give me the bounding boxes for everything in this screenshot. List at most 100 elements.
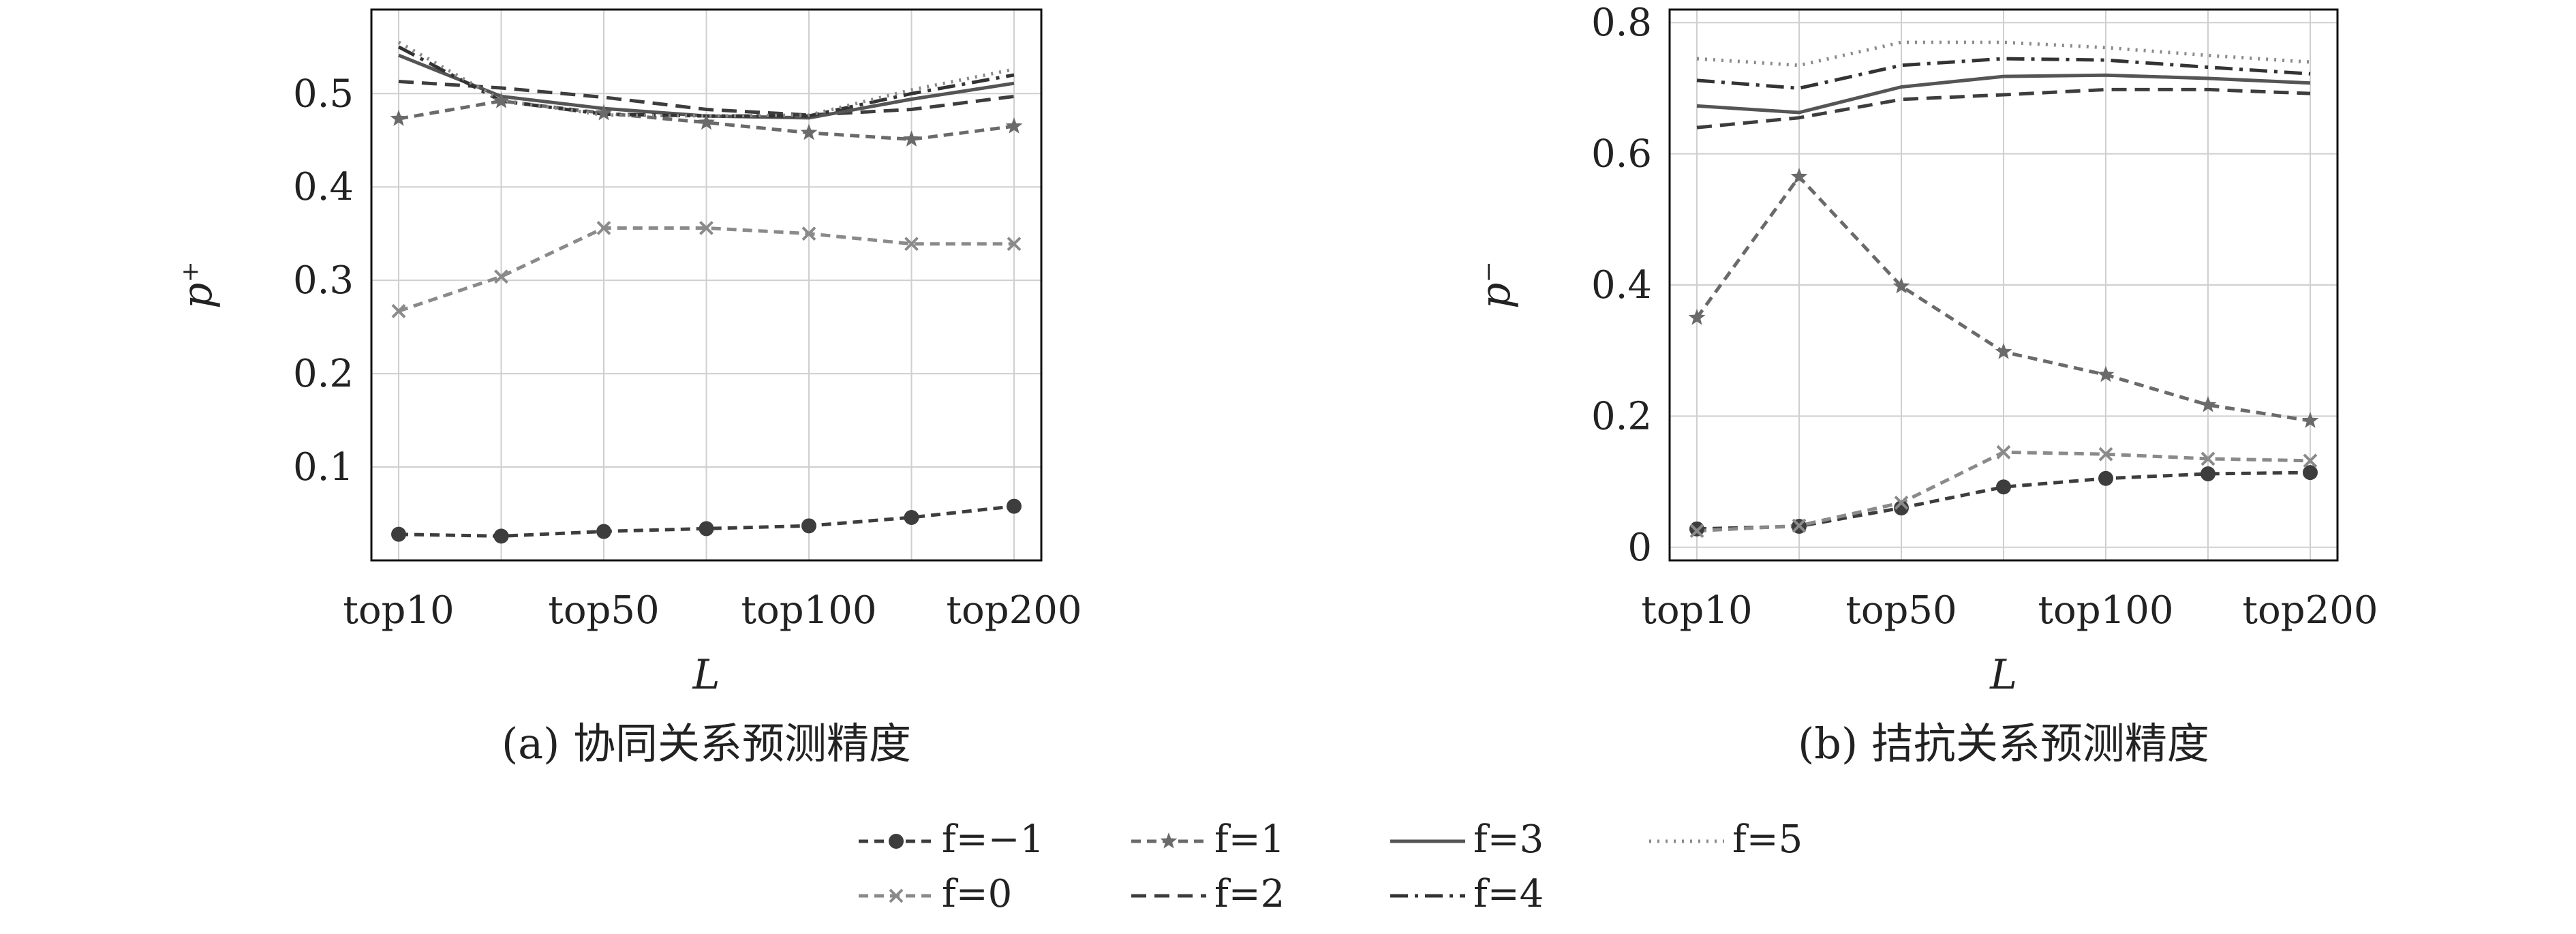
y-axis-label-b: p⁻ xyxy=(1472,261,1520,309)
data-point-f1 xyxy=(903,130,920,147)
data-point-f0 xyxy=(904,237,919,252)
legend-item-f1: f=1 xyxy=(1131,817,1285,862)
data-point-fneg1 xyxy=(801,518,816,534)
data-point-f0 xyxy=(1894,495,1909,510)
series-line-f5 xyxy=(397,40,1015,118)
legend-item-f2: f=2 xyxy=(1131,872,1285,916)
series-markers-a xyxy=(390,92,1023,544)
y-tick-label: 0.8 xyxy=(1591,1,1652,45)
y-tick-labels-a: 0.1 0.2 0.3 0.4 0.5 xyxy=(293,72,354,489)
data-point-f1 xyxy=(595,104,613,121)
legend-marker xyxy=(1160,832,1178,849)
data-point-f1 xyxy=(1688,309,1706,325)
data-point-f1 xyxy=(2097,365,2115,382)
legend-item-f0: f=0 xyxy=(859,872,1012,916)
x-tick-label: top10 xyxy=(343,588,454,633)
grid-a xyxy=(371,10,1041,560)
x-tick-labels-a: top10 top50 top100 top200 xyxy=(343,588,1082,633)
y-tick-label: 0.4 xyxy=(1591,263,1652,307)
data-point-f1 xyxy=(2301,412,2319,428)
legend-item-f3: f=3 xyxy=(1390,817,1544,862)
data-point-fneg1 xyxy=(1894,500,1909,516)
y-tick-label: 0.3 xyxy=(293,258,354,303)
legend-item-fneg1: f=−1 xyxy=(859,817,1044,862)
legend-label: f=1 xyxy=(1214,817,1285,862)
series-line-f3 xyxy=(1696,73,2311,115)
chart-panel-b: 0 0.2 0.4 0.6 0.8 top10 top50 top100 top200 L p… xyxy=(1472,1,2378,768)
y-tick-label: 0.4 xyxy=(293,165,354,209)
x-tick-labels-b: top10 top50 top100 top200 xyxy=(1641,588,2378,633)
data-point-f0 xyxy=(801,226,816,241)
data-point-f0 xyxy=(1689,524,1704,539)
data-point-f1 xyxy=(2199,396,2217,412)
legend-label: f=3 xyxy=(1473,817,1544,862)
x-tick-label: top50 xyxy=(548,588,659,633)
legend-marker xyxy=(889,888,904,903)
data-point-f0 xyxy=(494,269,508,284)
data-point-fneg1 xyxy=(2098,470,2113,486)
data-point-f0 xyxy=(1007,237,1022,252)
data-point-fneg1 xyxy=(1007,498,1022,514)
legend-label: f=4 xyxy=(1473,872,1544,916)
x-tick-label: top10 xyxy=(1641,588,1752,633)
x-tick-label: top200 xyxy=(2243,588,2378,633)
data-point-fneg1 xyxy=(493,528,509,544)
legend-label: f=−1 xyxy=(942,817,1044,862)
data-point-f0 xyxy=(2098,447,2113,462)
legend-label: f=5 xyxy=(1732,817,1803,862)
data-point-f0 xyxy=(2303,453,2318,468)
chart-panel-a: 0.1 0.2 0.3 0.4 0.5 top10 top50 top100 top200 L… xyxy=(174,8,1082,768)
y-tick-label: 0.6 xyxy=(1591,132,1652,177)
x-tick-label: top100 xyxy=(2038,588,2174,633)
data-point-fneg1 xyxy=(391,526,406,542)
data-point-fneg1 xyxy=(1689,521,1704,537)
data-point-fneg1 xyxy=(596,524,611,539)
series-line-f2 xyxy=(1696,87,2311,130)
data-point-fneg1 xyxy=(904,510,919,526)
data-point-f0 xyxy=(2201,451,2215,466)
data-point-f1 xyxy=(1892,277,1910,294)
caption-b: (b) 拮抗关系预测精度 xyxy=(1798,719,2209,768)
x-tick-label: top200 xyxy=(947,588,1082,633)
data-point-fneg1 xyxy=(1996,479,2011,495)
legend-label: f=2 xyxy=(1214,872,1285,916)
legend-label: f=0 xyxy=(942,872,1012,916)
legend-item-f5: f=5 xyxy=(1649,817,1803,862)
legend-marker xyxy=(889,834,904,849)
series-markers-b xyxy=(1688,168,2319,539)
data-point-f0 xyxy=(596,221,611,235)
data-point-fneg1 xyxy=(2201,466,2215,482)
data-point-f1 xyxy=(390,110,408,126)
legend-item-f4: f=4 xyxy=(1390,872,1544,916)
y-tick-label: 0.2 xyxy=(1591,394,1652,438)
y-tick-label: 0 xyxy=(1627,526,1652,570)
series-line-f4 xyxy=(1696,57,2311,90)
data-point-f1 xyxy=(1790,168,1808,184)
y-tick-label: 0.2 xyxy=(293,352,354,396)
caption-a: (a) 协同关系预测精度 xyxy=(502,719,911,768)
data-point-f1 xyxy=(493,92,510,108)
data-point-fneg1 xyxy=(2303,465,2318,481)
data-point-f0 xyxy=(699,221,714,235)
plot-frame-b xyxy=(1668,8,2339,562)
y-tick-label: 0.1 xyxy=(293,445,354,489)
data-point-f1 xyxy=(698,113,715,130)
data-point-f1 xyxy=(1005,117,1023,134)
data-point-f0 xyxy=(391,303,406,318)
x-axis-label-a: L xyxy=(692,651,720,699)
data-point-fneg1 xyxy=(699,521,714,537)
data-point-f1 xyxy=(800,123,818,140)
data-point-f0 xyxy=(1996,445,2011,460)
x-tick-label: top100 xyxy=(741,588,877,633)
legend: f=−1 f=1 f=3 f=5 f=0 f=2 f=4 xyxy=(859,817,1803,916)
y-axis-label-a: p⁺ xyxy=(174,261,221,309)
series-line-f2 xyxy=(398,80,1015,117)
y-tick-label: 0.5 xyxy=(293,72,354,116)
data-point-f1 xyxy=(1995,343,2012,359)
x-tick-label: top50 xyxy=(1845,588,1957,633)
data-point-f0 xyxy=(1792,518,1807,533)
plot-frame-a xyxy=(370,8,1043,562)
y-tick-labels-b: 0 0.2 0.4 0.6 0.8 xyxy=(1591,1,1652,570)
x-axis-label-b: L xyxy=(1989,651,2017,699)
